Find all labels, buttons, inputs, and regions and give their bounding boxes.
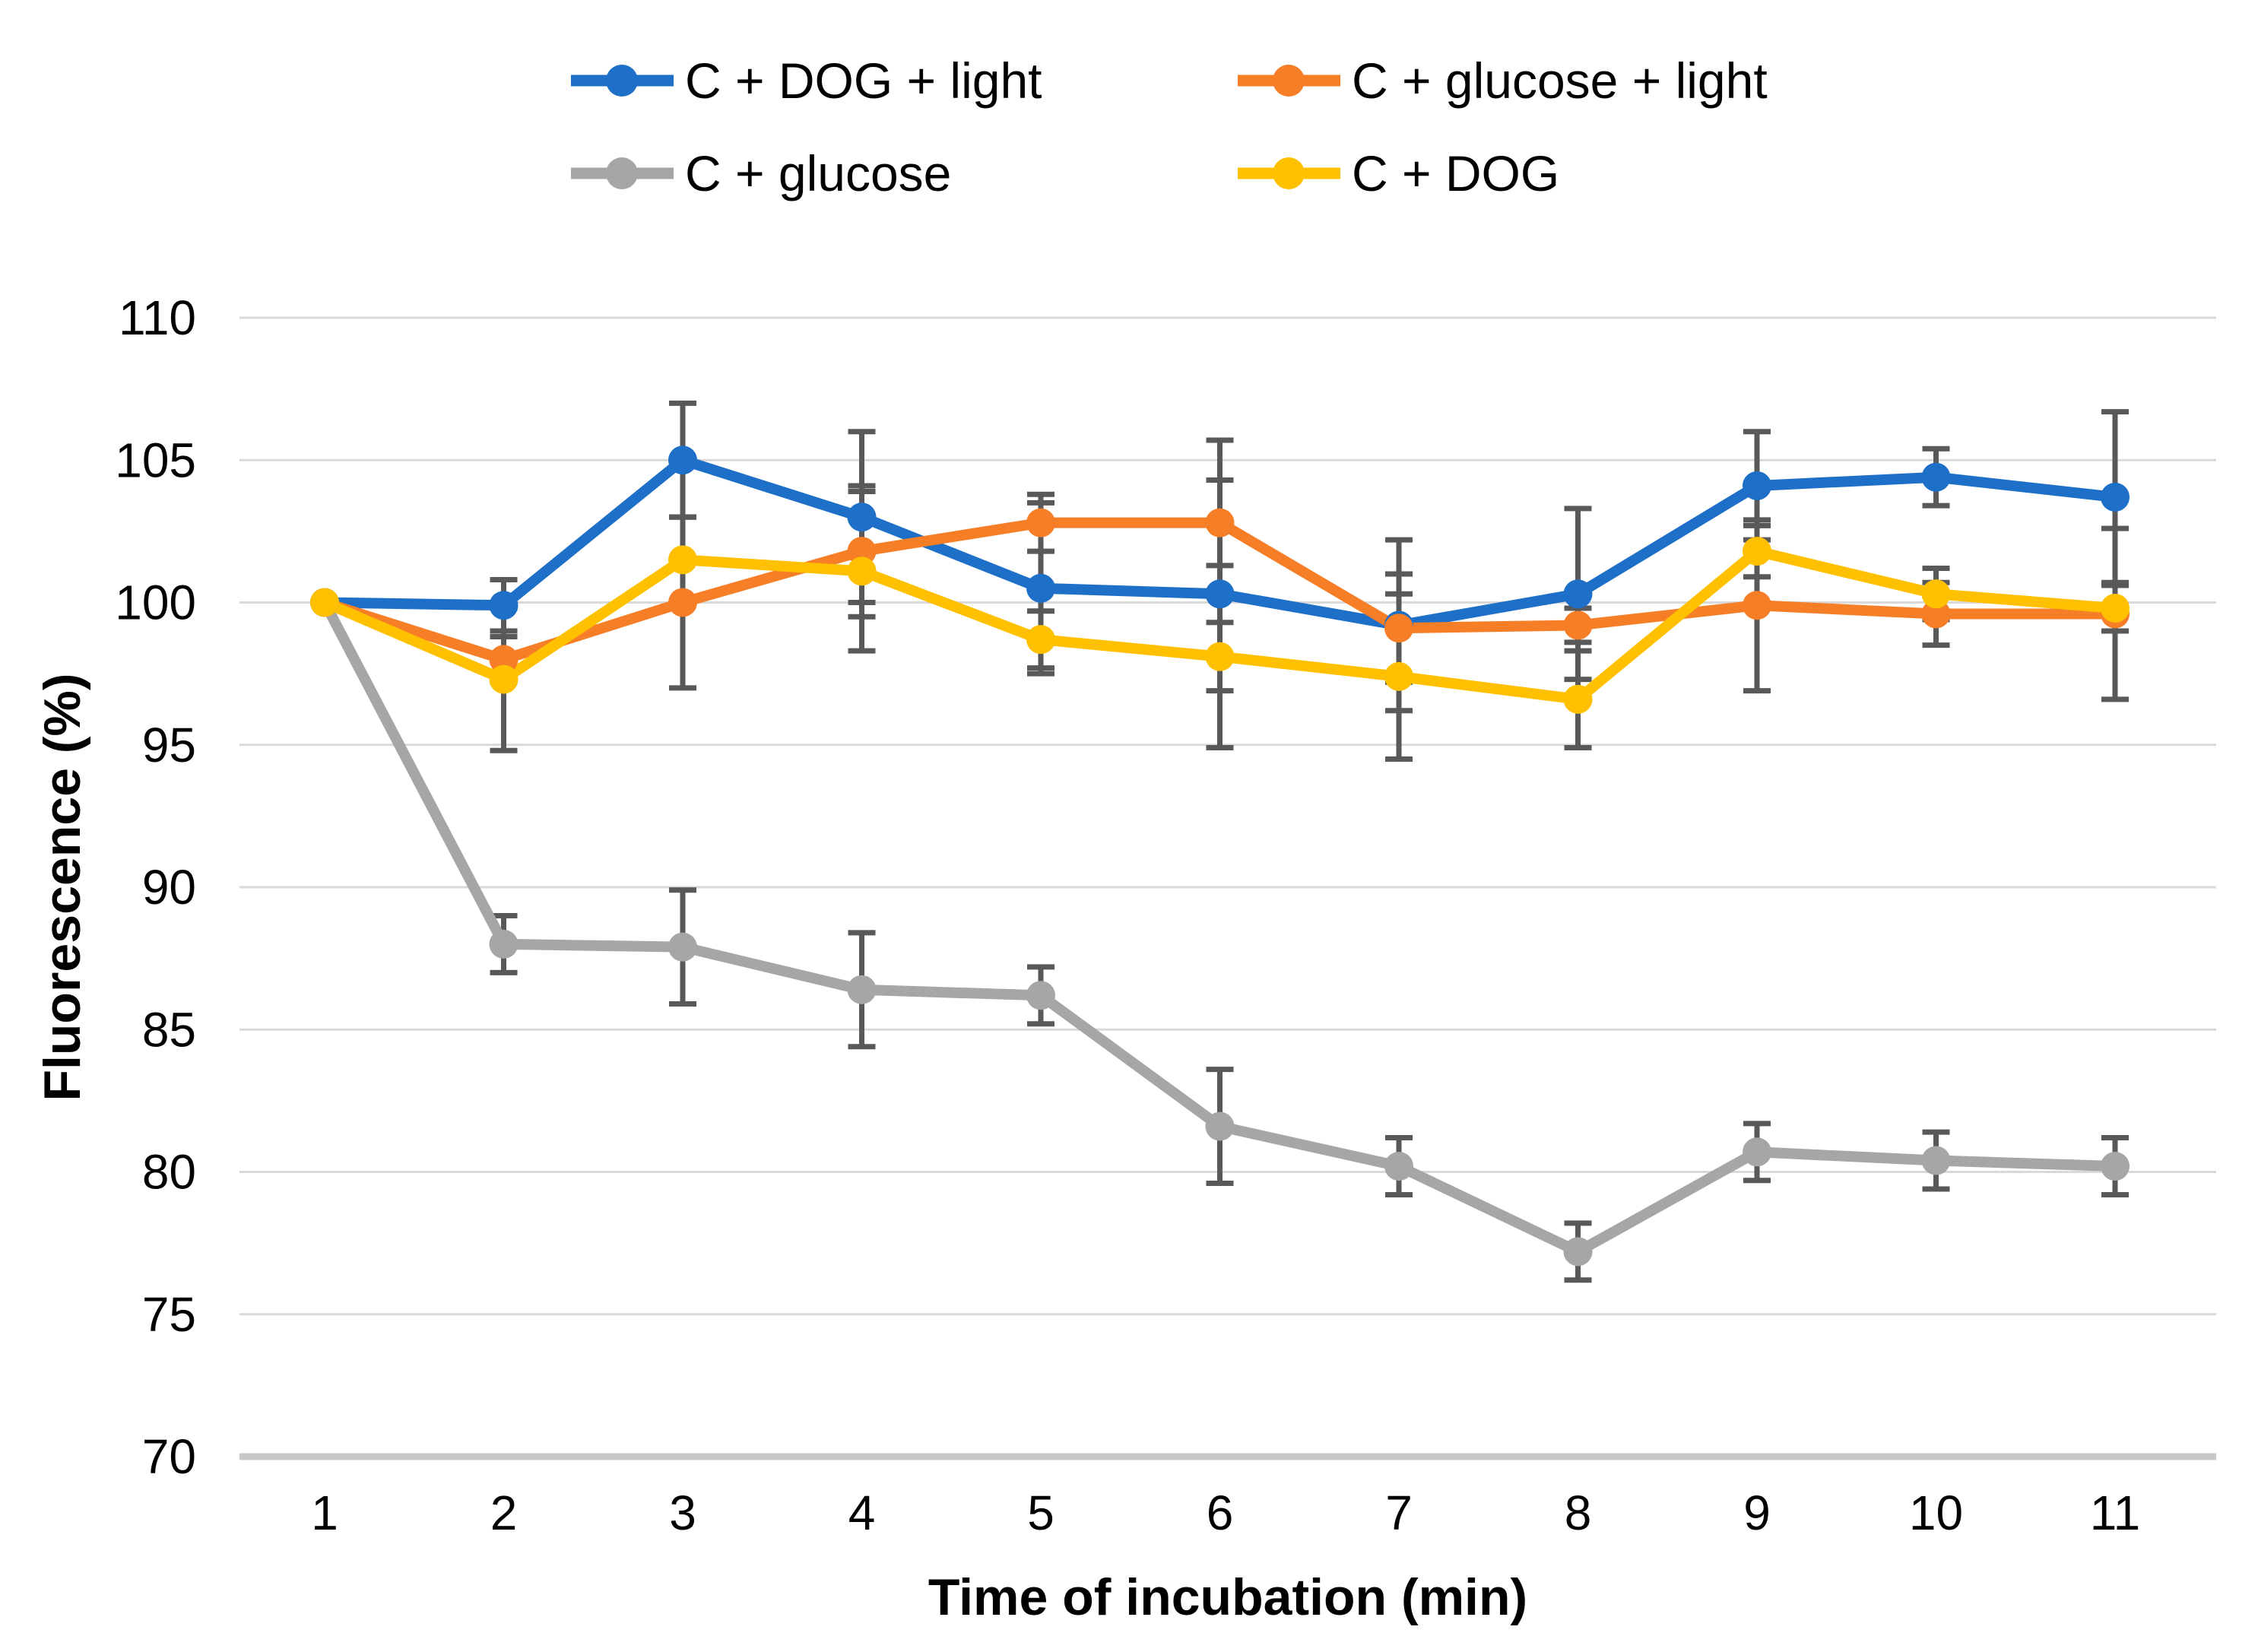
data-point <box>310 588 339 617</box>
x-axis-title: Time of incubation (min) <box>928 1568 1527 1626</box>
legend-item: C + glucose <box>571 145 951 201</box>
data-point <box>847 556 877 586</box>
legend-marker-swatch <box>1273 157 1305 189</box>
x-tick-label: 8 <box>1565 1486 1592 1540</box>
x-tick-label: 2 <box>490 1486 518 1540</box>
data-point <box>489 929 519 959</box>
data-point <box>489 664 519 694</box>
data-point <box>1921 599 1951 629</box>
data-point <box>2101 1152 2130 1181</box>
y-axis-title: Fluorescence (%) <box>33 673 91 1101</box>
x-tick-label: 11 <box>2090 1486 2140 1540</box>
data-point <box>1384 614 1413 643</box>
x-tick-label: 3 <box>669 1486 696 1540</box>
y-tick-label: 75 <box>142 1287 196 1342</box>
legend-label: C + glucose <box>685 145 951 201</box>
data-point <box>2101 482 2130 512</box>
legend-label: C + glucose + light <box>1352 52 1768 109</box>
x-tick-label: 7 <box>1385 1486 1413 1540</box>
data-point <box>2101 593 2130 623</box>
data-point <box>668 446 697 475</box>
data-point <box>1026 573 1055 603</box>
y-tick-label: 95 <box>142 718 196 772</box>
data-point <box>1205 642 1235 671</box>
data-point <box>1743 537 1771 566</box>
data-point <box>1384 661 1413 691</box>
legend-marker-swatch <box>606 65 638 97</box>
data-point <box>847 503 877 532</box>
data-point <box>1563 579 1593 609</box>
x-axis-tick-labels: 1 2 3 4 5 6 7 8 9 10 11 <box>311 1486 2140 1540</box>
data-point <box>668 588 697 617</box>
data-point <box>489 591 519 620</box>
data-point <box>1743 1137 1771 1167</box>
x-tick-label: 10 <box>1909 1486 1963 1540</box>
y-axis-tick-labels: 70 75 80 85 90 95 100 105 110 <box>115 290 196 1484</box>
legend-item: C + glucose + light <box>1238 52 1768 109</box>
legend-label: C + DOG <box>1352 145 1559 201</box>
x-tick-label: 1 <box>311 1486 338 1540</box>
y-tick-label: 80 <box>142 1145 196 1200</box>
data-point <box>1563 1237 1593 1267</box>
data-point <box>1921 1146 1951 1175</box>
data-point <box>1743 471 1771 500</box>
data-point <box>1205 1111 1235 1141</box>
data-point <box>1026 981 1055 1010</box>
x-tick-label: 6 <box>1207 1486 1234 1540</box>
data-point <box>489 645 519 674</box>
y-tick-label: 70 <box>142 1429 196 1484</box>
y-tick-label: 105 <box>115 433 196 487</box>
y-tick-label: 85 <box>142 1002 196 1057</box>
legend-label: C + DOG + light <box>685 52 1042 109</box>
gridlines <box>239 316 2216 1460</box>
legend-marker-swatch <box>606 157 638 189</box>
data-point <box>1563 610 1593 640</box>
legend-item: C + DOG <box>1238 145 1559 201</box>
data-point <box>1384 1152 1413 1181</box>
data-point <box>1205 508 1235 537</box>
data-point <box>1921 462 1951 492</box>
data-point <box>1563 684 1593 714</box>
data-point <box>1026 625 1055 655</box>
data-point <box>668 545 697 575</box>
legend-item: C + DOG + light <box>571 52 1042 109</box>
legend: C + DOG + light C + glucose + light C + gl… <box>571 52 1768 201</box>
y-tick-label: 90 <box>142 860 196 915</box>
data-point <box>1743 591 1771 620</box>
data-point <box>1921 579 1951 609</box>
y-tick-label: 110 <box>119 290 196 345</box>
data-point <box>668 932 697 962</box>
x-tick-label: 5 <box>1027 1486 1054 1540</box>
y-tick-label: 100 <box>115 576 196 630</box>
x-tick-label: 9 <box>1743 1486 1771 1540</box>
data-point <box>847 975 877 1004</box>
data-point-markers <box>310 446 2130 1267</box>
data-point <box>847 537 877 566</box>
x-tick-label: 4 <box>848 1486 876 1540</box>
legend-marker-swatch <box>1273 65 1305 97</box>
data-point <box>1026 508 1055 537</box>
data-point <box>1205 579 1235 609</box>
